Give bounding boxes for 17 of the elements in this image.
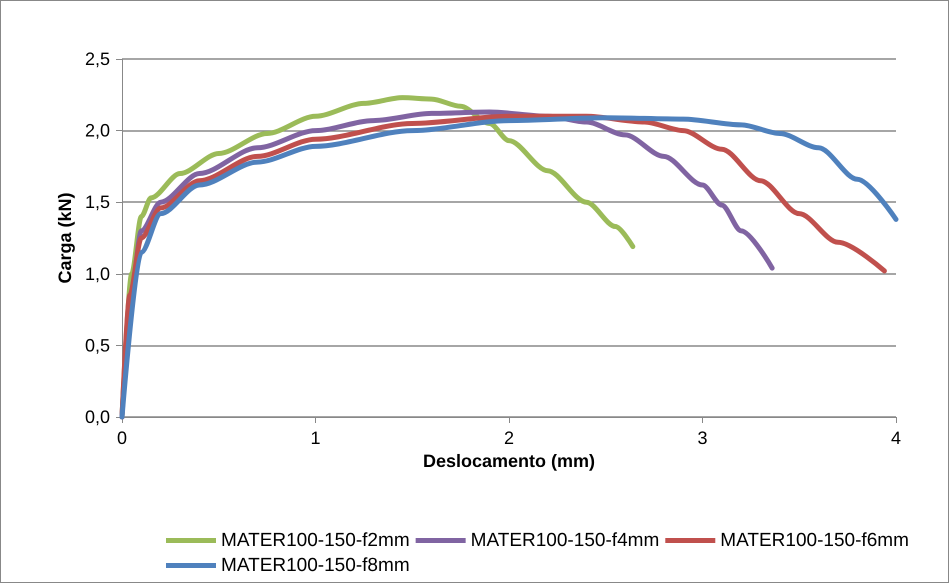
legend-label: MATER100-150-f4mm: [470, 530, 660, 551]
x-tick-label: 0: [116, 428, 128, 448]
x-tick-label: 3: [697, 428, 708, 448]
x-tick-label: 2: [504, 428, 514, 448]
legend-label: MATER100-150-f6mm: [720, 530, 909, 551]
y-tick-label: 1,5: [84, 192, 110, 212]
y-tick-label: 0,0: [84, 407, 110, 427]
y-tick-label: 0,5: [84, 335, 110, 356]
y-tick-label: 2,5: [84, 49, 110, 69]
x-tick-label: 1: [310, 428, 321, 448]
legend-label: MATER100-150-f8mm: [221, 555, 410, 576]
x-tick-label: 4: [890, 428, 902, 448]
y-tick-label: 1,0: [84, 264, 110, 284]
x-axis-title: Deslocamento (mm): [422, 450, 596, 471]
legend-label: MATER100-150-f2mm: [221, 530, 410, 551]
y-axis-title: Carga (kN): [55, 192, 75, 284]
y-tick-label: 2,0: [84, 120, 110, 141]
